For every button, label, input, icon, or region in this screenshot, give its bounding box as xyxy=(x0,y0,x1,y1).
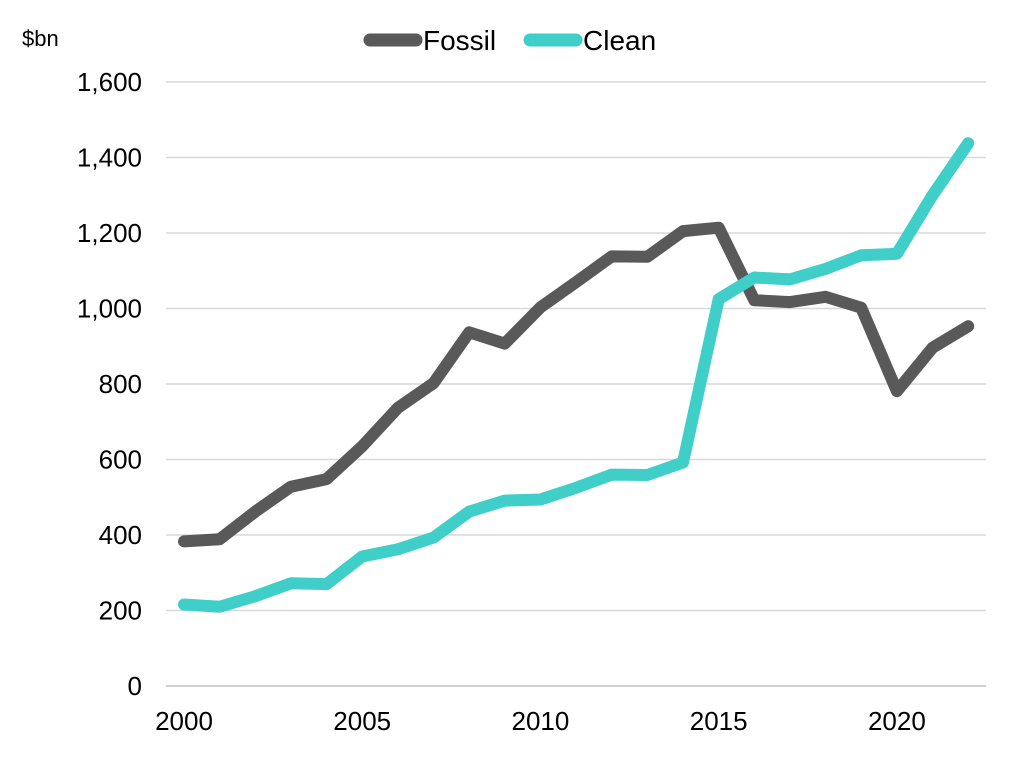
y-tick-label: 1,000 xyxy=(77,294,142,324)
series-line-fossil xyxy=(178,221,975,548)
y-axis-tick-labels: 0 200 400 600 800 1,000 1,200 1,400 1,600 xyxy=(77,67,142,701)
gridlines xyxy=(166,81,986,612)
y-tick-label: 1,200 xyxy=(77,218,142,248)
y-tick-label: 1,400 xyxy=(77,143,142,173)
y-tick-label: 800 xyxy=(99,369,142,399)
x-tick-label: 2000 xyxy=(155,706,213,736)
y-tick-label: 400 xyxy=(99,520,142,550)
legend-label-fossil: Fossil xyxy=(423,25,496,56)
series-lines xyxy=(178,137,975,613)
legend-label-clean: Clean xyxy=(583,25,656,56)
y-tick-label: 200 xyxy=(99,596,142,626)
series-line-clean xyxy=(178,137,975,613)
x-tick-label: 2020 xyxy=(868,706,926,736)
x-tick-label: 2015 xyxy=(690,706,748,736)
y-axis-unit-label: $bn xyxy=(22,26,59,51)
x-axis-tick-labels: 2000 2005 2010 2015 2020 xyxy=(155,706,926,736)
legend: Fossil Clean xyxy=(363,25,656,56)
x-tick-label: 2010 xyxy=(512,706,570,736)
y-tick-label: 0 xyxy=(128,671,142,701)
y-tick-label: 600 xyxy=(99,445,142,475)
y-tick-label: 1,600 xyxy=(77,67,142,97)
x-tick-label: 2005 xyxy=(333,706,391,736)
